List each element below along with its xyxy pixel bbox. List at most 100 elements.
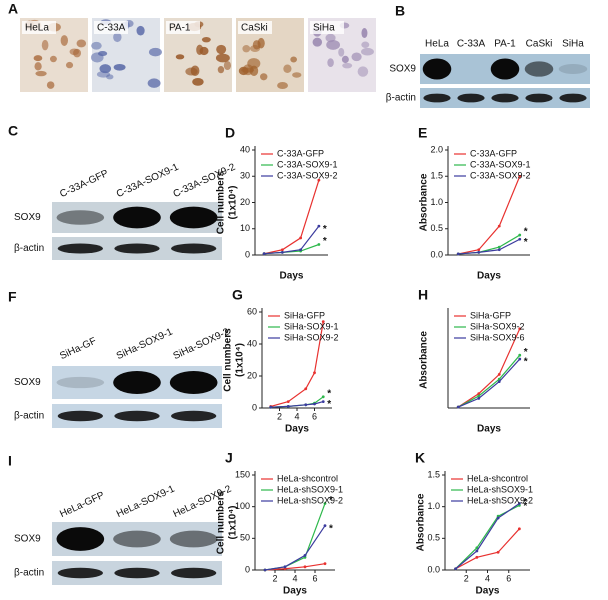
- point: [280, 250, 284, 254]
- y-axis-label: Cell numbers: [216, 170, 227, 234]
- cell: [113, 32, 122, 43]
- y-tick-label: 0.0: [430, 249, 443, 259]
- cell: [357, 66, 369, 77]
- legend-label: C-33A-GFP: [277, 148, 324, 158]
- legend-label: SiHa-SOX9-6: [470, 332, 525, 342]
- point: [304, 387, 308, 391]
- image-label: PA-1: [169, 23, 191, 34]
- point: [280, 248, 284, 252]
- panel-label: A: [8, 1, 18, 17]
- y-tick-label: 0.5: [427, 533, 440, 543]
- legend-label: HeLa-shcontrol: [277, 473, 338, 483]
- point: [304, 403, 308, 407]
- cell: [49, 55, 57, 63]
- cell: [242, 64, 254, 76]
- lane-label: SiHa-SOX9-1: [115, 326, 175, 362]
- lane-label: SiHa-GF: [58, 336, 98, 362]
- lane-label: HeLa-GFP: [58, 490, 106, 520]
- point: [477, 394, 481, 398]
- cell: [216, 44, 227, 55]
- image-label: SiHa: [313, 23, 335, 34]
- x-tick-label: 4: [294, 411, 299, 421]
- x-axis-label: Days: [477, 424, 501, 435]
- band: [558, 64, 588, 74]
- y-axis-unit: (1x10⁴): [228, 186, 239, 220]
- cell: [196, 44, 204, 56]
- legend-label: SiHa-SOX9-2: [470, 321, 525, 331]
- cell: [361, 47, 374, 56]
- point: [263, 568, 267, 572]
- annotation: *: [329, 523, 333, 534]
- annotation: *: [327, 399, 331, 410]
- band: [169, 370, 218, 395]
- panel-label: I: [8, 453, 12, 469]
- x-axis-label: Days: [280, 271, 304, 282]
- legend-label: HeLa-shSOX9-1: [467, 484, 533, 494]
- y-axis-label: Absorbance: [419, 173, 430, 231]
- point: [269, 405, 273, 409]
- x-tick-label: 4: [485, 573, 490, 583]
- line: [264, 225, 320, 255]
- cell: [257, 37, 265, 49]
- legend-label: HeLa-shSOX9-2: [467, 495, 533, 505]
- point: [262, 252, 266, 256]
- point: [518, 357, 522, 361]
- band: [490, 58, 520, 80]
- band: [169, 530, 218, 548]
- cell: [97, 51, 108, 57]
- point: [477, 248, 481, 252]
- cell: [33, 55, 43, 62]
- cell: [99, 64, 112, 74]
- legend-label: C-33A-SOX9-2: [470, 170, 531, 180]
- point: [299, 248, 303, 252]
- row-label: β-actin: [14, 411, 44, 422]
- row-label: SOX9: [14, 212, 41, 223]
- line: [455, 528, 520, 570]
- y-tick-label: 10: [240, 223, 250, 233]
- point: [317, 243, 321, 246]
- point: [303, 554, 307, 557]
- band: [114, 243, 160, 254]
- x-tick-label: 2: [272, 573, 277, 583]
- lane-label: PA-1: [494, 39, 516, 50]
- point: [518, 237, 522, 241]
- y-axis-label: Absorbance: [419, 331, 430, 389]
- annotation: *: [524, 347, 528, 358]
- y-tick-label: 20: [240, 197, 250, 207]
- annotation: *: [323, 224, 327, 235]
- y-axis-label: Cell numbers: [223, 328, 234, 392]
- cell: [283, 64, 292, 73]
- legend-label: HeLa-shcontrol: [467, 473, 528, 483]
- y-tick-label: 1.0: [430, 197, 443, 207]
- annotation: *: [524, 357, 528, 368]
- cell: [69, 48, 80, 56]
- band: [56, 527, 105, 551]
- band: [525, 93, 553, 103]
- cell: [185, 67, 198, 76]
- point: [283, 565, 287, 569]
- annotation: *: [327, 388, 331, 399]
- cell: [341, 55, 349, 64]
- row-label: SOX9: [389, 64, 416, 75]
- line: [458, 238, 521, 255]
- point: [518, 233, 522, 237]
- cell: [215, 53, 230, 63]
- panel-label: H: [418, 287, 428, 303]
- y-tick-label: 60: [247, 306, 257, 316]
- panel-label: D: [225, 125, 235, 141]
- band: [57, 567, 103, 579]
- band: [56, 210, 105, 225]
- band: [491, 93, 519, 103]
- band: [171, 567, 217, 579]
- x-tick-label: 6: [506, 573, 511, 583]
- label-bg: [166, 21, 200, 34]
- band: [457, 93, 485, 103]
- y-tick-label: 50: [240, 533, 250, 543]
- line: [263, 180, 320, 255]
- annotation: *: [524, 237, 528, 248]
- row-label: β-actin: [14, 568, 44, 579]
- cell: [290, 56, 297, 63]
- x-axis-label: Days: [285, 424, 309, 435]
- cell: [351, 52, 362, 62]
